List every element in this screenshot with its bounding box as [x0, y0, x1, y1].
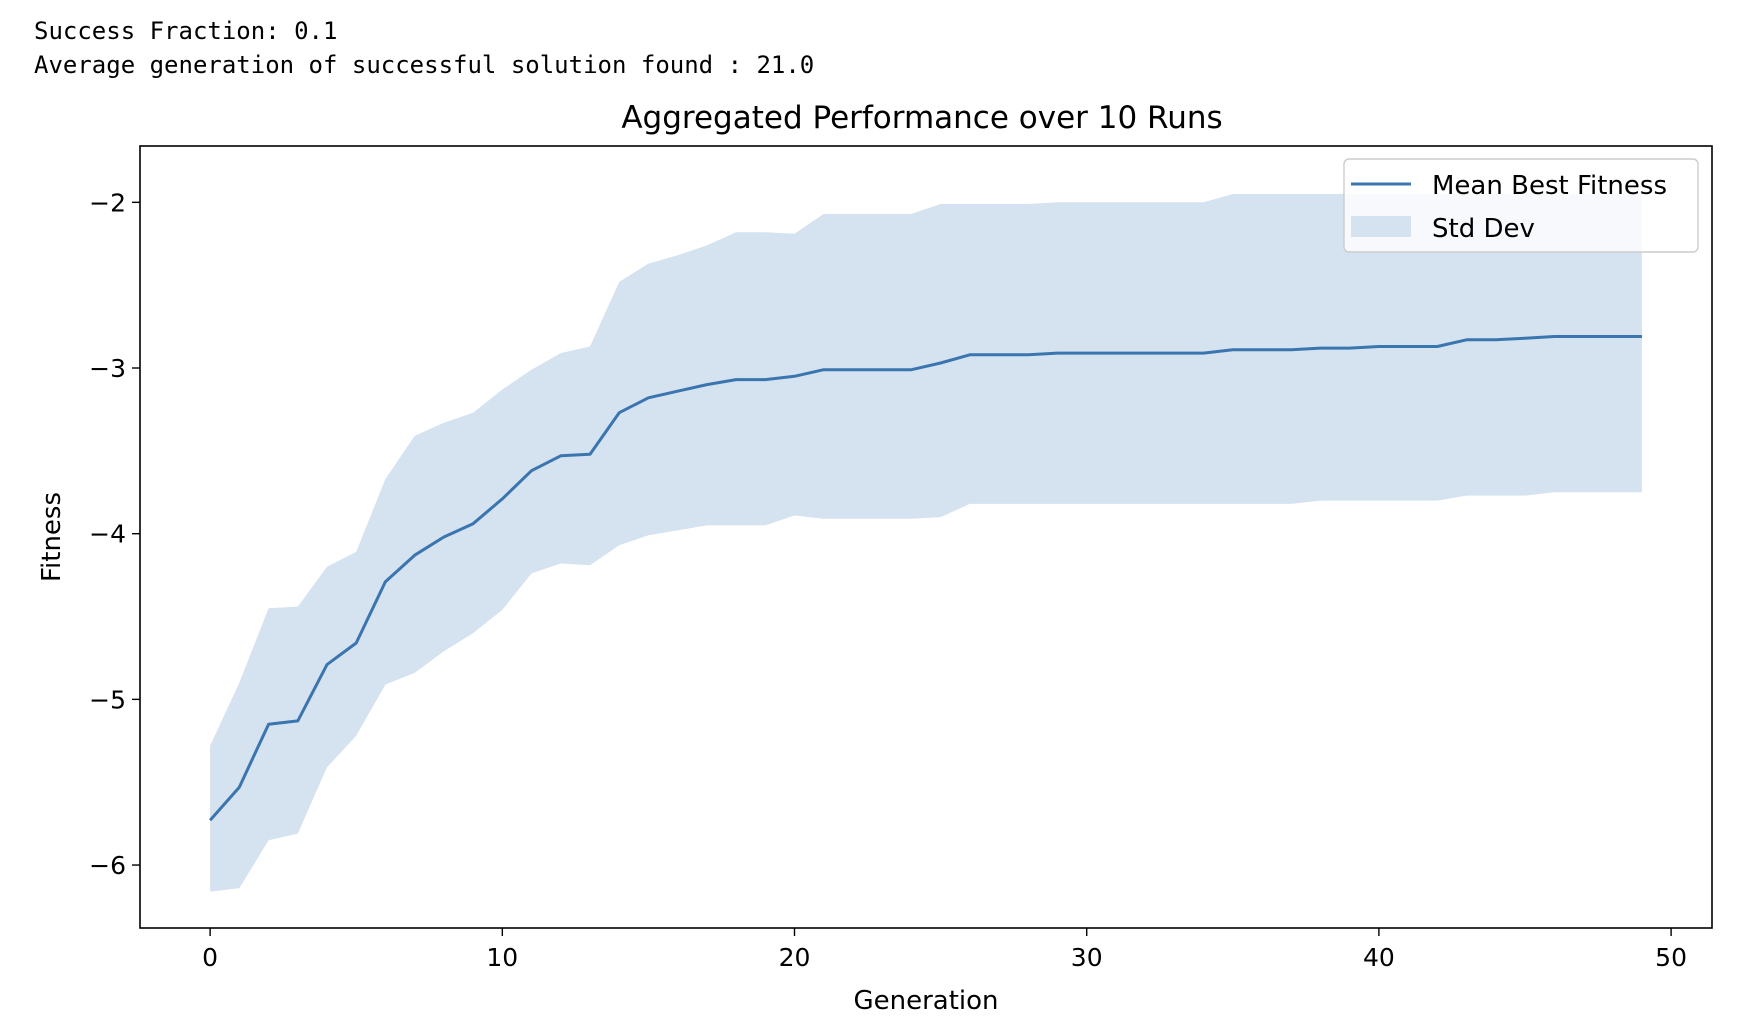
mean-point [1377, 345, 1381, 349]
y-tick-label: −2 [89, 188, 126, 217]
mean-point [997, 353, 1001, 357]
mean-point [851, 368, 855, 372]
x-tick-label: 20 [779, 943, 811, 972]
x-axis-label: Generation [853, 986, 998, 1016]
mean-point [1465, 338, 1469, 342]
x-tick-label: 30 [1071, 943, 1103, 972]
std-dev-band [210, 194, 1642, 892]
mean-point [1114, 351, 1118, 355]
mean-point [1611, 335, 1615, 339]
plot-area [208, 194, 1644, 892]
mean-best-fitness-line [208, 335, 1642, 822]
x-tick-label: 10 [486, 943, 518, 972]
mean-point [676, 389, 680, 393]
mean-point [237, 785, 241, 789]
mean-point [1406, 345, 1410, 349]
mean-point [1348, 346, 1352, 350]
mean-point [822, 368, 826, 372]
mean-point [763, 378, 767, 382]
mean-point [617, 411, 621, 415]
mean-point [646, 396, 650, 400]
mean-point [208, 818, 212, 822]
success-fraction-text: Success Fraction: 0.1 [34, 17, 338, 45]
x-tick-label: 0 [202, 943, 218, 972]
mean-point [880, 368, 884, 372]
legend: Mean Best Fitness Std Dev [1343, 158, 1699, 253]
mean-point [354, 641, 358, 645]
legend-label-std: Std Dev [1432, 214, 1535, 244]
mean-point [1231, 348, 1235, 352]
mean-point [705, 383, 709, 387]
mean-point [1552, 335, 1556, 339]
mean-point [1056, 351, 1060, 355]
y-tick-label: −5 [89, 685, 126, 714]
mean-point [1435, 345, 1439, 349]
mean-point [296, 719, 300, 723]
mean-point [909, 368, 913, 372]
mean-point [1289, 348, 1293, 352]
mean-point [1640, 335, 1644, 339]
mean-point [413, 553, 417, 557]
mean-point [383, 580, 387, 584]
y-axis-label: Fitness [37, 492, 67, 582]
average-generation-text: Average generation of successful solutio… [34, 51, 815, 79]
legend-box [1343, 158, 1699, 253]
mean-point [267, 722, 271, 726]
x-tick-label: 40 [1363, 943, 1395, 972]
mean-point [442, 535, 446, 539]
plot-frame [139, 145, 1713, 929]
mean-point [325, 663, 329, 667]
mean-point [793, 374, 797, 378]
mean-point [1085, 351, 1089, 355]
mean-point [471, 522, 475, 526]
mean-point [1026, 353, 1030, 357]
mean-point [734, 378, 738, 382]
mean-point [1523, 336, 1527, 340]
mean-point [939, 361, 943, 365]
console-output: Success Fraction: 0.1 Average generation … [34, 14, 814, 82]
mean-point [1581, 335, 1585, 339]
mean-point [1143, 351, 1147, 355]
mean-point [559, 454, 563, 458]
mean-point [500, 497, 504, 501]
mean-point [1260, 348, 1264, 352]
axis-ticks: 0 10 20 30 40 50 −6 −5 −4 −3 −2 [89, 188, 1687, 972]
mean-point [1202, 351, 1206, 355]
x-tick-label: 50 [1655, 943, 1687, 972]
mean-point [530, 469, 534, 473]
legend-band-swatch [1351, 216, 1411, 237]
y-tick-label: −4 [89, 520, 126, 549]
y-tick-label: −6 [89, 851, 126, 880]
chart-title: Aggregated Performance over 10 Runs [621, 100, 1222, 136]
legend-label-mean: Mean Best Fitness [1432, 171, 1667, 201]
mean-point [1172, 351, 1176, 355]
mean-point [1319, 346, 1323, 350]
mean-point [968, 353, 972, 357]
y-tick-label: −3 [89, 354, 126, 383]
mean-point [1494, 338, 1498, 342]
mean-point [588, 452, 592, 456]
